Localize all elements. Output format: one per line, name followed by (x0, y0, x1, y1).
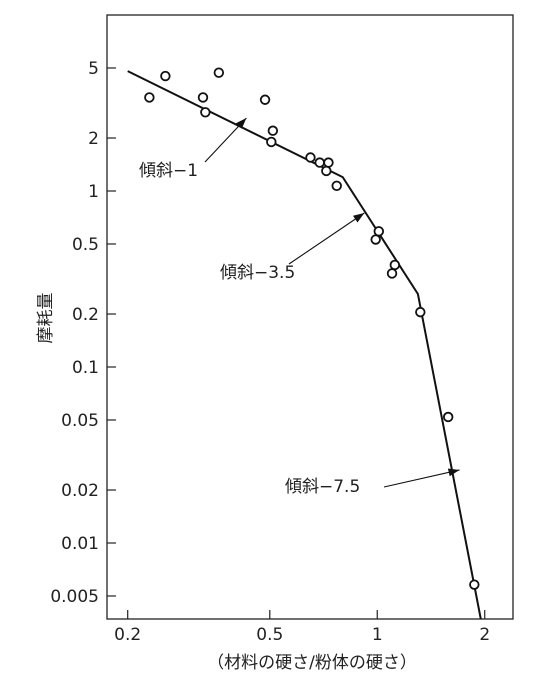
y-tick-label: 0.02 (61, 481, 99, 501)
x-axis-ticks: 0.2 0.5 1 2 (114, 610, 490, 645)
data-point (305, 152, 316, 163)
y-tick-label: 0.005 (50, 587, 99, 607)
data-point (267, 125, 279, 136)
y-tick-label: 0.05 (61, 411, 99, 431)
plot-frame (106, 14, 514, 620)
slope-label: 傾斜−1 (139, 161, 198, 181)
x-tick-label: 0.5 (256, 625, 283, 645)
data-point (321, 165, 332, 177)
data-point (197, 92, 209, 103)
slope-label: 傾斜−3.5 (220, 263, 295, 283)
data-point (442, 411, 454, 423)
y-axis-title: 摩耗量 (36, 293, 56, 344)
x-tick-label: 2 (479, 625, 490, 645)
data-point (213, 67, 225, 78)
data-point (373, 226, 384, 237)
fit-line (127, 70, 482, 620)
x-tick-label: 1 (372, 625, 383, 645)
data-point (200, 107, 211, 118)
x-tick-label: 0.2 (114, 625, 141, 645)
y-tick-label: 0.2 (72, 305, 99, 325)
annotation-arrow-line (383, 469, 460, 488)
data-point (144, 92, 155, 103)
data-point (331, 180, 342, 192)
y-tick-label: 0.5 (72, 235, 99, 255)
annotation-arrow-line (288, 212, 365, 265)
data-point (323, 157, 334, 168)
x-axis-title: （材料の硬さ/粉体の硬さ） (207, 653, 417, 673)
y-tick-label: 0.01 (61, 534, 99, 554)
fit-polyline (127, 70, 482, 620)
data-point (160, 70, 171, 82)
data-point (389, 259, 401, 271)
y-axis-ticks: 5 2 1 0.5 0.2 0.1 0.05 0.02 0.01 0.005 (50, 59, 116, 607)
y-tick-label: 0.1 (72, 358, 99, 378)
data-point (314, 157, 325, 168)
annotation-arrowhead (235, 118, 247, 129)
data-point (415, 306, 426, 318)
y-tick-label: 2 (88, 129, 99, 149)
annotation-arrowhead (353, 213, 365, 223)
data-point (386, 268, 398, 279)
data-point (259, 94, 271, 105)
annotation-arrowhead (447, 468, 460, 477)
slope-annotations: 傾斜−1 傾斜−3.5 傾斜−7.5 (139, 117, 460, 497)
data-point (469, 579, 480, 590)
data-point (266, 136, 277, 148)
y-tick-label: 5 (88, 59, 99, 79)
y-tick-label: 1 (88, 182, 99, 202)
slope-label: 傾斜−7.5 (285, 477, 360, 497)
data-points (144, 67, 480, 590)
